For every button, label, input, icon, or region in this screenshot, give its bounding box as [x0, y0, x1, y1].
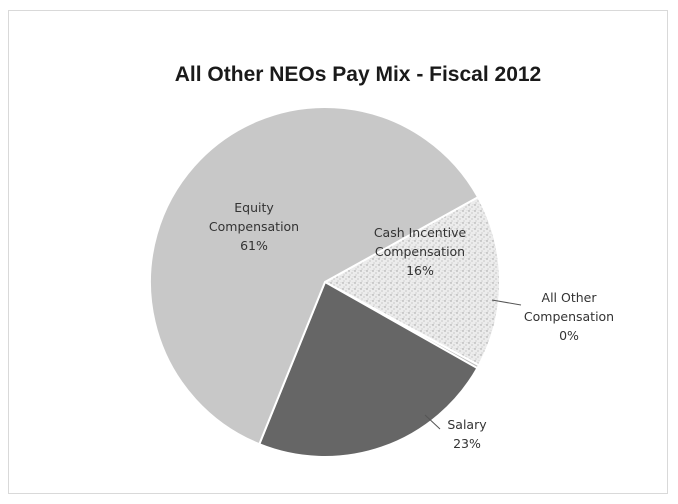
- slice-label-line: 0%: [559, 328, 579, 343]
- slice-label-line: Compensation: [209, 219, 299, 234]
- chart-title: All Other NEOs Pay Mix - Fiscal 2012: [175, 63, 542, 86]
- pie-slice-3: [149, 106, 480, 446]
- slice-label-line: All Other: [542, 290, 598, 305]
- slice-label-0: Cash Incentive Compensation 16%: [374, 225, 467, 278]
- slice-label-2: Salary 23%: [447, 417, 487, 451]
- slice-label-line: 16%: [406, 263, 434, 278]
- slice-label-line: Cash Incentive: [374, 225, 467, 240]
- slice-label-line: Compensation: [375, 244, 465, 259]
- slice-label-line: Compensation: [524, 309, 614, 324]
- pie-slice-2: [257, 280, 479, 458]
- slice-label-line: Salary: [447, 417, 487, 432]
- slice-label-line: 61%: [240, 238, 268, 253]
- pie-slice-0: [322, 195, 501, 367]
- slice-labels: Cash Incentive Compensation 16% All Other Co…: [209, 200, 614, 451]
- slice-label-line: 23%: [453, 436, 481, 451]
- slice-label-line: Equity: [234, 200, 274, 215]
- leader-line-1: [491, 299, 522, 306]
- leader-line-2: [424, 414, 441, 430]
- slice-label-1: All Other Compensation 0%: [524, 290, 614, 343]
- pie-slices: [149, 106, 501, 458]
- slice-label-3: Equity Compensation 61%: [209, 200, 299, 253]
